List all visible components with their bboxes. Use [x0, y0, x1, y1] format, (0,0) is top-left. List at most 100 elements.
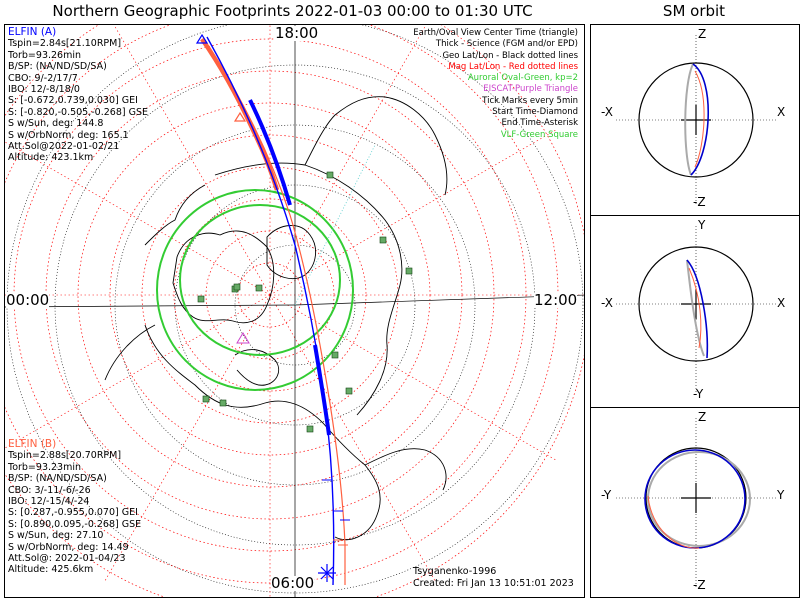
elfin-a-end-asterisk [318, 564, 336, 582]
legend-entry: End Time-Asterisk [501, 118, 578, 129]
plot-title: Northern Geographic Footprints 2022-01-0… [52, 2, 533, 20]
elfin-a-start-diamond [195, 33, 209, 44]
elfin-a-line: S w/OrbNorm, deg: 165.1 [8, 129, 129, 141]
mag-meridian [113, 25, 271, 296]
mag-meridian [269, 25, 427, 296]
elfin-b-line: Altitude: 425.6km [8, 564, 94, 576]
sm-plot-xz [616, 35, 776, 205]
legend-entry: Auroral Oval-Green, kp=2 [467, 73, 578, 84]
legend-entry: VLF-Green Square [500, 129, 578, 140]
elfin-b-line: S: [0.890,0.095,-0.268] GSE [8, 518, 142, 530]
vlf-square [326, 171, 334, 179]
mag-meridian [5, 294, 271, 449]
sm-xz-bottom: -Z [693, 195, 706, 209]
legend-entry: Earth/Oval View Center Time (triangle) [413, 28, 578, 38]
elfin-a-name: ELFIN (A) [8, 26, 57, 38]
elfin-b-line: S w/OrbNorm, deg: 14.49 [8, 541, 129, 553]
sm-xz-left: -X [601, 105, 613, 119]
vlf-square [255, 284, 263, 292]
vlf-stations [197, 171, 413, 433]
elfin-b-info: ELFIN (B) Tspin=2.88s[20.70RPM] Torb=93.2… [8, 438, 142, 576]
vlf-square [331, 351, 339, 359]
legend-entry: EISCAT-Purple Triangle [483, 84, 578, 95]
siberia-coast [304, 96, 448, 196]
elfin-b-line: Tspin=2.88s[20.70RPM] [8, 450, 122, 462]
elfin-a-line: S: [-0.820,-0.505,-0.268] GSE [8, 106, 148, 118]
auroral-ovals [156, 189, 354, 391]
elfin-b-line: IBO: 12/-15/4/-24 [8, 496, 90, 508]
mag-meridian [269, 294, 436, 581]
vlf-square [405, 267, 413, 275]
elfin-b-line: S: [0.287,-0.955,0.070] GEI [8, 507, 138, 519]
sm-panel-xz: Z -Z -X X [590, 24, 800, 216]
elfin-b-line: Torb=93.23min [8, 461, 82, 473]
mag-meridian [269, 129, 556, 296]
legend-entry: Geo Lat/Lon - Black dotted lines [442, 50, 578, 61]
sm-xy-left: -X [601, 296, 613, 310]
elfin-b-line: S w/Sun, deg: 27.10 [8, 530, 104, 542]
vlf-square [306, 425, 314, 433]
legend: Earth/Oval View Center Time (triangle) Th… [413, 28, 578, 141]
elfin-b-view-triangle [233, 111, 247, 122]
vlf-square [219, 399, 227, 407]
hour-label-12: 12:00 [534, 291, 578, 309]
geo-lat-circle [6, 25, 584, 594]
hour-label-18: 18:00 [275, 24, 319, 42]
greenland-coast [172, 230, 275, 324]
elfin-a-line: Att.Sol@2022-01-02/21 [8, 141, 120, 153]
coastlines [104, 96, 448, 541]
sm-plot-yz [616, 418, 776, 588]
legend-entry: Thick - Science (FGM and/or EPD) [435, 39, 578, 50]
vlf-square [197, 295, 205, 303]
mag-meridian [104, 294, 271, 581]
legend-entry: Mag Lat/Lon - Red dotted lines [448, 61, 578, 72]
geo-lat-circle [174, 184, 416, 426]
sm-xy-right: X [777, 296, 786, 310]
eiscat-triangle [236, 332, 250, 344]
elfin-a-line: Altitude: 423.1km [8, 152, 94, 164]
satellite-tracks [200, 36, 346, 586]
sm-orbit-title: SM orbit [662, 2, 726, 20]
elfin-a-line: B/SP: (NA/ND/SD/SA) [8, 61, 107, 73]
track-markers [195, 33, 350, 582]
alaska-coast [364, 448, 447, 491]
legend-entry: Tick Marks every 5min [482, 95, 578, 106]
elfin-a-line: Tspin=2.84s[21.10RPM] [8, 38, 122, 50]
sm-xz-top: Z [698, 27, 707, 41]
sm-xy-bottom: -Y [693, 387, 704, 401]
elfin-b-line: CBO: 3/-11/-6/-26 [8, 484, 91, 496]
hour-label-00: 00:00 [6, 291, 50, 309]
elfin-a-science-segment [248, 99, 292, 206]
elfin-a-line: IBO: 12/-8/18/0 [8, 84, 80, 96]
sm-plot-xy [616, 226, 776, 396]
auroral-oval-inner [179, 204, 341, 356]
sm-panel-xy: Y -Y -X X [590, 215, 800, 408]
vlf-square [345, 387, 353, 395]
hour-label-06: 06:00 [271, 574, 315, 592]
sm-panel-yz: Z -Z -Y Y [590, 407, 800, 598]
vlf-square [233, 283, 241, 291]
elfin-b-track [201, 38, 346, 585]
mag-meridian [269, 294, 556, 461]
elfin-a-science-segment [313, 344, 331, 436]
mag-meridian [5, 141, 271, 296]
created-label: Created: Fri Jan 13 10:51:01 2023 [413, 578, 574, 589]
elfin-a-line: S w/Sun, deg: 144.8 [8, 118, 104, 130]
elfin-b-name: ELFIN (B) [8, 438, 57, 450]
sm-yz-top: Z [698, 410, 707, 424]
vlf-square [202, 395, 210, 403]
north-america-coast [104, 324, 381, 541]
sm-xz-right: X [777, 105, 786, 119]
model-label: Tsyganenko-1996 [413, 566, 497, 577]
elfin-a-line: Torb=93.26min [8, 49, 82, 61]
elfin-a-line: S: [-0.672,0.739,0.030] GEI [8, 95, 138, 107]
mag-meridians [5, 25, 584, 597]
elfin-a-info: ELFIN (A) Tspin=2.84s[21.10RPM] Torb=93.2… [8, 26, 148, 164]
polar-map [5, 25, 584, 597]
sm-xy-top: Y [698, 218, 706, 232]
elfin-b-line: Att.Sol@: 2022-01-04/23 [8, 553, 126, 565]
sm-yz-bottom: -Z [693, 578, 706, 592]
elfin-a-track [206, 36, 335, 586]
sm-yz-right: Y [777, 488, 785, 502]
elfin-b-line: B/SP: (NA/ND/SD/SA) [8, 473, 107, 485]
